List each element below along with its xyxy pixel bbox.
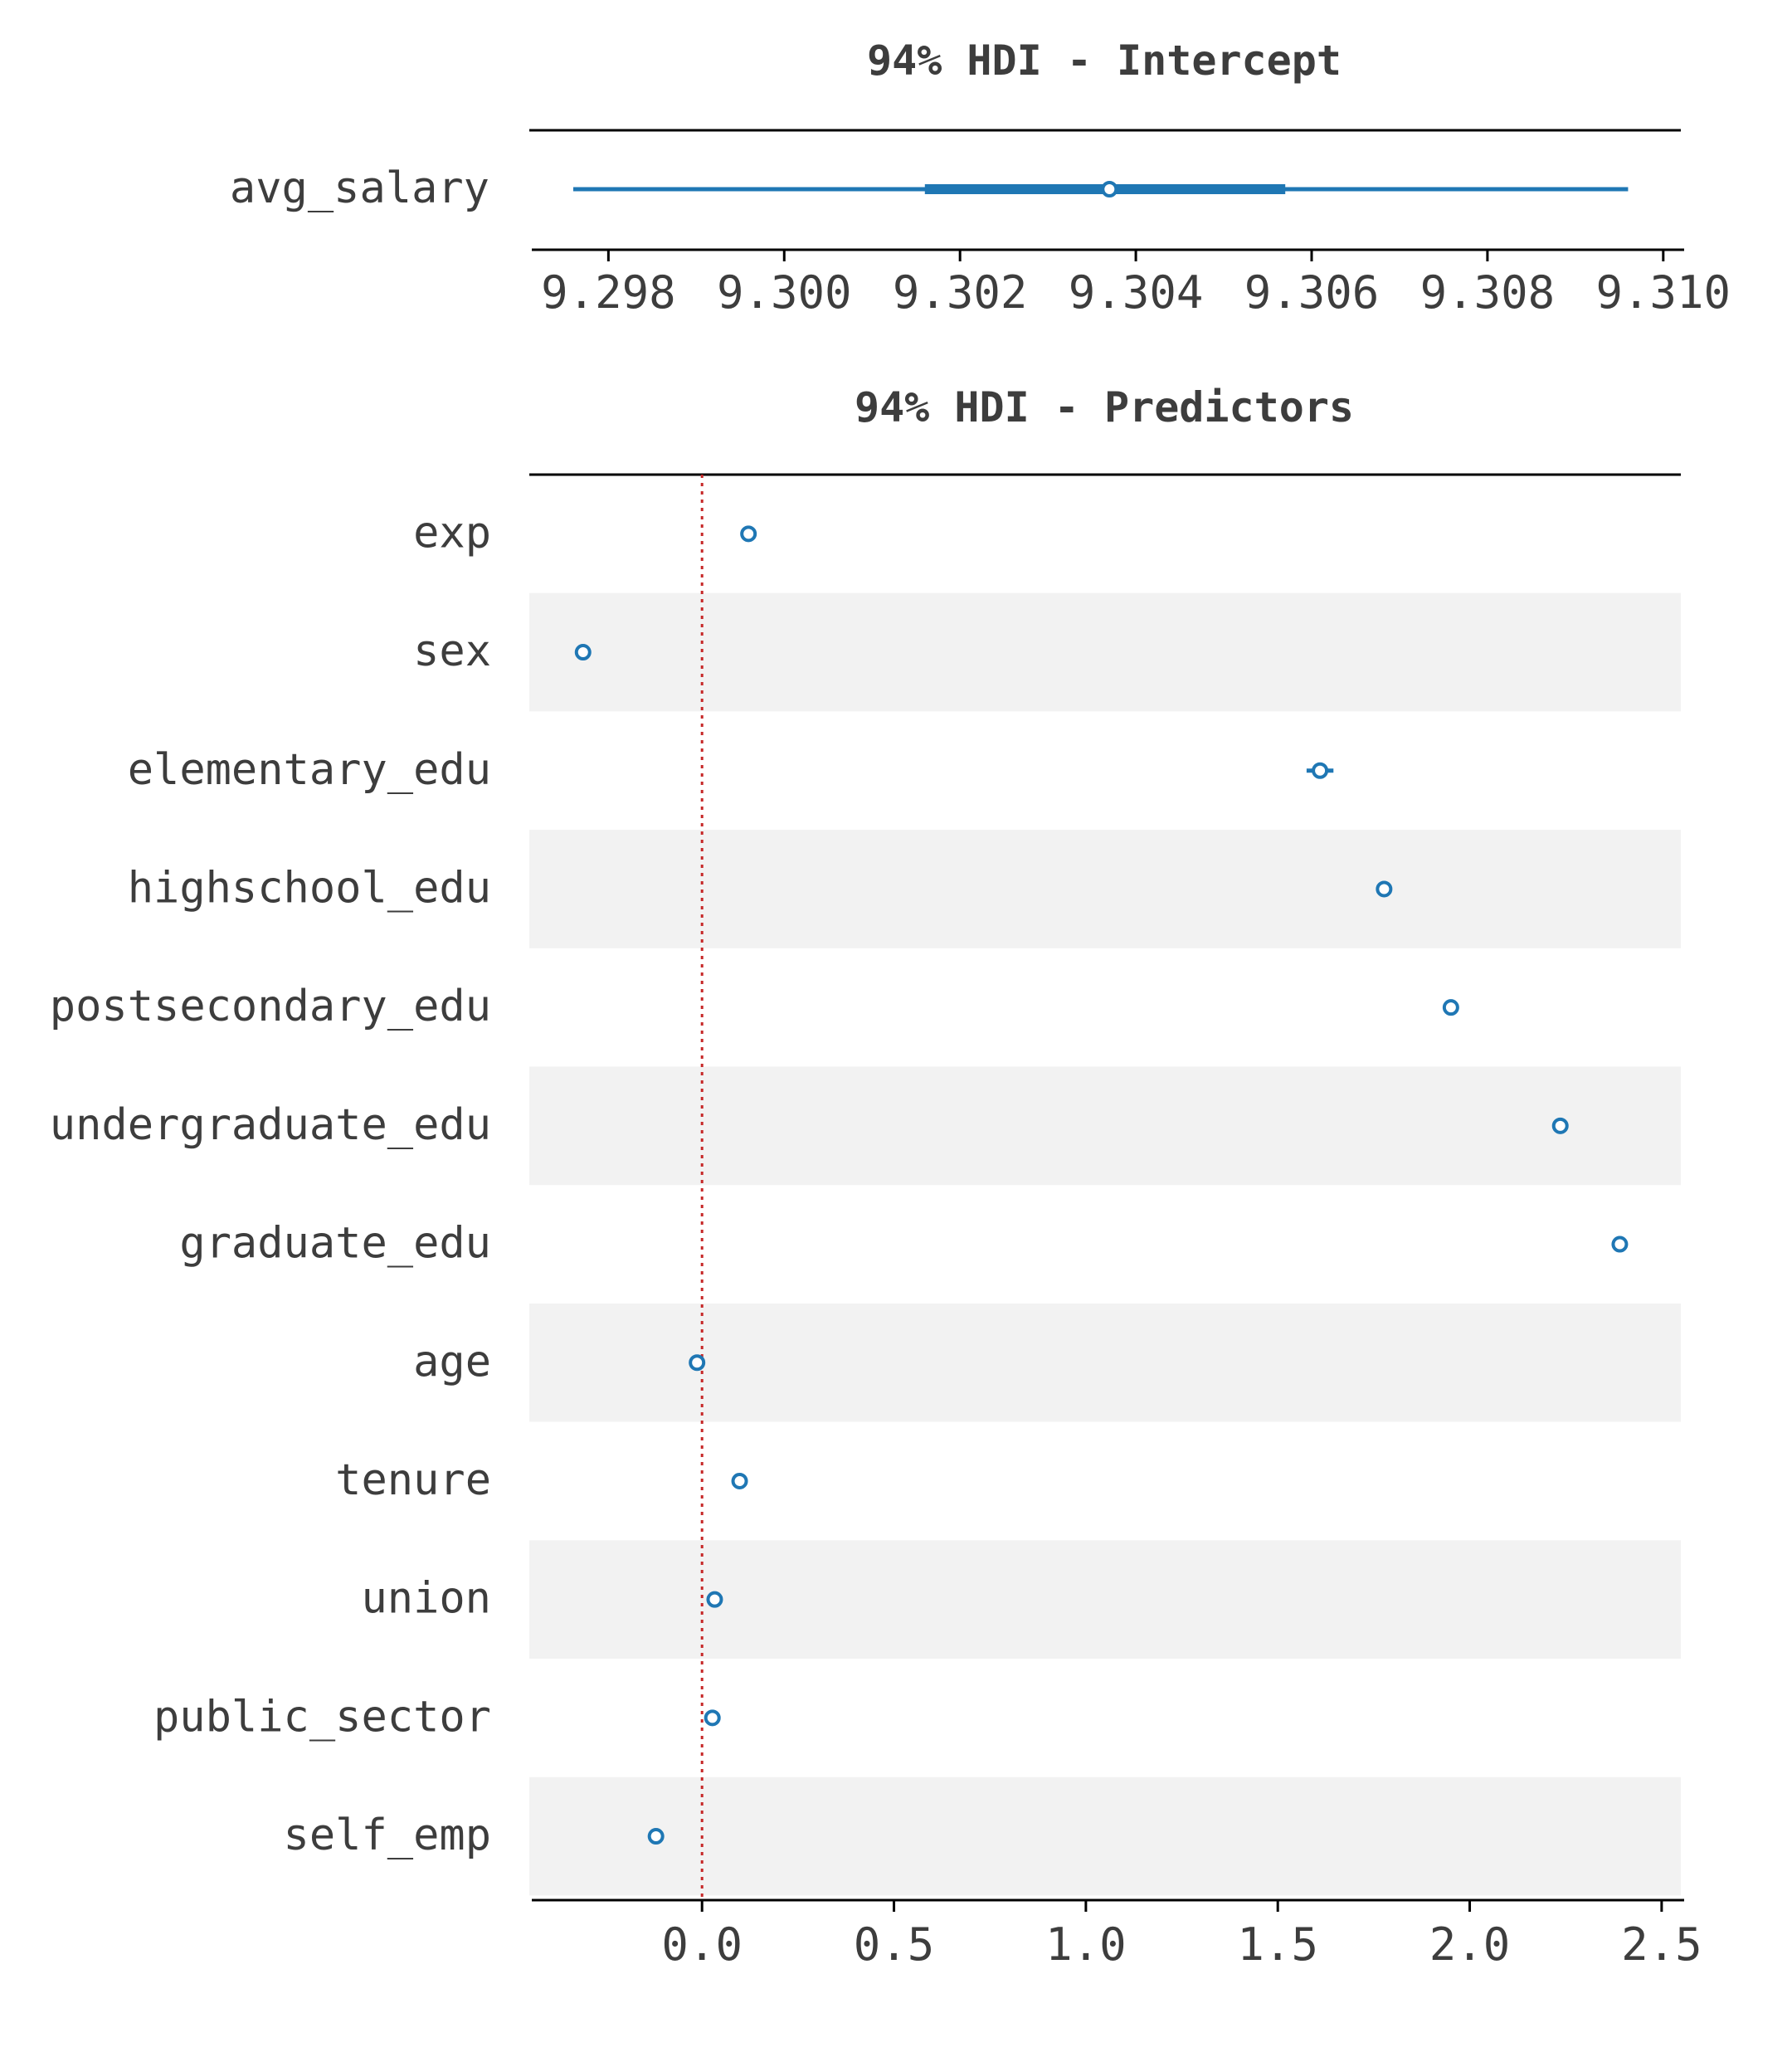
intercept-panel: 94% HDI - Intercept avg_salary 9.298 9.30… <box>230 37 1731 319</box>
xtick-label-1-0: 1.0 <box>1045 1918 1127 1971</box>
row-band <box>529 830 1681 948</box>
ytick-label-public-sector: public_sector <box>153 1692 491 1742</box>
row-band <box>529 1777 1681 1896</box>
xtick-label-9-300: 9.300 <box>717 266 852 319</box>
row-band <box>529 1540 1681 1659</box>
point-estimate-postsecondary-edu <box>1442 999 1459 1016</box>
xtick-label-0-5: 0.5 <box>854 1918 935 1971</box>
point-estimate-highschool-edu <box>1376 880 1393 898</box>
point-estimate-undergraduate-edu <box>1551 1117 1569 1134</box>
point-estimate-avg-salary <box>1101 181 1118 197</box>
intercept-title: 94% HDI - Intercept <box>867 37 1342 85</box>
point-estimate-tenure <box>731 1472 748 1489</box>
xtick-label-9-298: 9.298 <box>541 266 676 319</box>
ytick-label-postsecondary-edu: postsecondary_edu <box>50 982 491 1031</box>
xtick-label-9-306: 9.306 <box>1244 266 1380 319</box>
point-estimate-union <box>706 1591 723 1608</box>
xtick-label-1-5: 1.5 <box>1237 1918 1318 1971</box>
xtick-label-9-304: 9.304 <box>1069 266 1204 319</box>
point-estimate-public-sector <box>704 1709 721 1727</box>
xtick-label-0-0: 0.0 <box>661 1918 743 1971</box>
ytick-label-union: union <box>361 1574 491 1624</box>
predictors-panel: 94% HDI - Predictors exp sex elementary_ed… <box>50 383 1702 1971</box>
ytick-label-elementary-edu: elementary_edu <box>128 745 491 795</box>
ytick-label-highschool-edu: highschool_edu <box>128 863 491 913</box>
row-band <box>529 592 1681 712</box>
xtick-label-9-310: 9.310 <box>1596 266 1731 319</box>
point-estimate-self-emp <box>647 1828 665 1845</box>
predictors-title: 94% HDI - Predictors <box>855 383 1354 431</box>
point-estimate-age <box>689 1354 706 1372</box>
xtick-label-9-308: 9.308 <box>1420 266 1556 319</box>
xtick-label-9-302: 9.302 <box>893 266 1028 319</box>
point-estimate-elementary-edu <box>1312 762 1329 779</box>
xtick-label-2-0: 2.0 <box>1429 1918 1511 1971</box>
point-estimate-graduate-edu <box>1611 1236 1629 1253</box>
ytick-label-avg-salary: avg_salary <box>230 163 489 213</box>
point-estimate-sex <box>574 644 592 661</box>
ytick-label-graduate-edu: graduate_edu <box>179 1219 491 1269</box>
ytick-label-tenure: tenure <box>335 1455 491 1505</box>
xtick-label-2-5: 2.5 <box>1621 1918 1702 1971</box>
ytick-label-self-emp: self_emp <box>284 1811 491 1860</box>
ytick-label-undergraduate-edu: undergraduate_edu <box>50 1100 491 1150</box>
ytick-label-exp: exp <box>413 508 491 558</box>
row-band <box>529 1303 1681 1422</box>
row-band <box>529 1066 1681 1186</box>
ytick-label-sex: sex <box>413 626 491 676</box>
ytick-label-age: age <box>413 1337 491 1387</box>
point-estimate-exp <box>740 525 757 543</box>
